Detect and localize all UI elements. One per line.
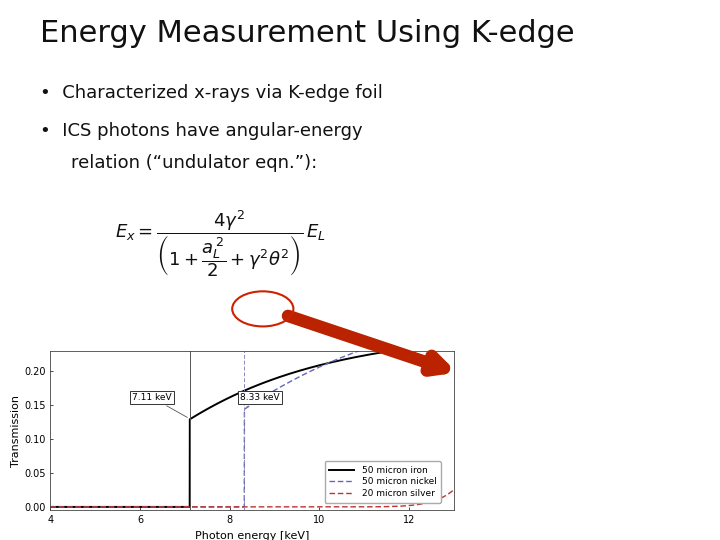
X-axis label: Photon energy [keV]: Photon energy [keV] [195, 531, 309, 540]
Legend: 50 micron iron, 50 micron nickel, 20 micron silver: 50 micron iron, 50 micron nickel, 20 mic… [325, 461, 441, 503]
Text: •  Characterized x-rays via K-edge foil: • Characterized x-rays via K-edge foil [40, 84, 382, 102]
20 micron silver [116, 504, 125, 510]
50 micron nickel [396, 334, 405, 341]
Text: relation (“undulator eqn.”):: relation (“undulator eqn.”): [71, 154, 317, 172]
Line: 50 micron nickel: 50 micron nickel [50, 338, 454, 507]
Line: 50 micron iron: 50 micron iron [50, 343, 454, 507]
Text: •  ICS photons have angular-energy: • ICS photons have angular-energy [40, 122, 362, 139]
50 micron iron [441, 341, 450, 347]
20 micron silver [398, 503, 407, 509]
20 micron silver [218, 504, 227, 510]
20 micron silver [201, 504, 210, 510]
Line: 20 micron silver: 20 micron silver [50, 490, 454, 507]
Text: $E_x = \dfrac{4\gamma^2}{\left(1+\dfrac{a_L^{\,2}}{2}+\gamma^2\theta^2\right)}\,: $E_x = \dfrac{4\gamma^2}{\left(1+\dfrac{… [115, 208, 326, 279]
50 micron iron [46, 504, 55, 510]
Y-axis label: Transmission: Transmission [12, 395, 22, 467]
50 micron iron [116, 504, 125, 510]
50 micron nickel [116, 504, 125, 510]
20 micron silver [449, 487, 458, 493]
20 micron silver [92, 504, 101, 510]
50 micron iron [449, 340, 458, 346]
50 micron iron [218, 397, 227, 404]
50 micron nickel [92, 504, 101, 510]
50 micron nickel [441, 334, 450, 341]
Text: 8.33 keV: 8.33 keV [240, 393, 280, 407]
50 micron nickel [46, 504, 55, 510]
50 micron iron [398, 346, 407, 353]
Text: 7.11 keV: 7.11 keV [132, 393, 187, 417]
50 micron iron [201, 407, 210, 414]
50 micron nickel [218, 504, 227, 510]
50 micron nickel [201, 504, 210, 510]
20 micron silver [441, 492, 450, 499]
20 micron silver [46, 504, 55, 510]
50 micron iron [92, 504, 101, 510]
Text: Energy Measurement Using K-edge: Energy Measurement Using K-edge [40, 19, 575, 48]
50 micron nickel [398, 334, 407, 341]
50 micron nickel [449, 334, 458, 341]
